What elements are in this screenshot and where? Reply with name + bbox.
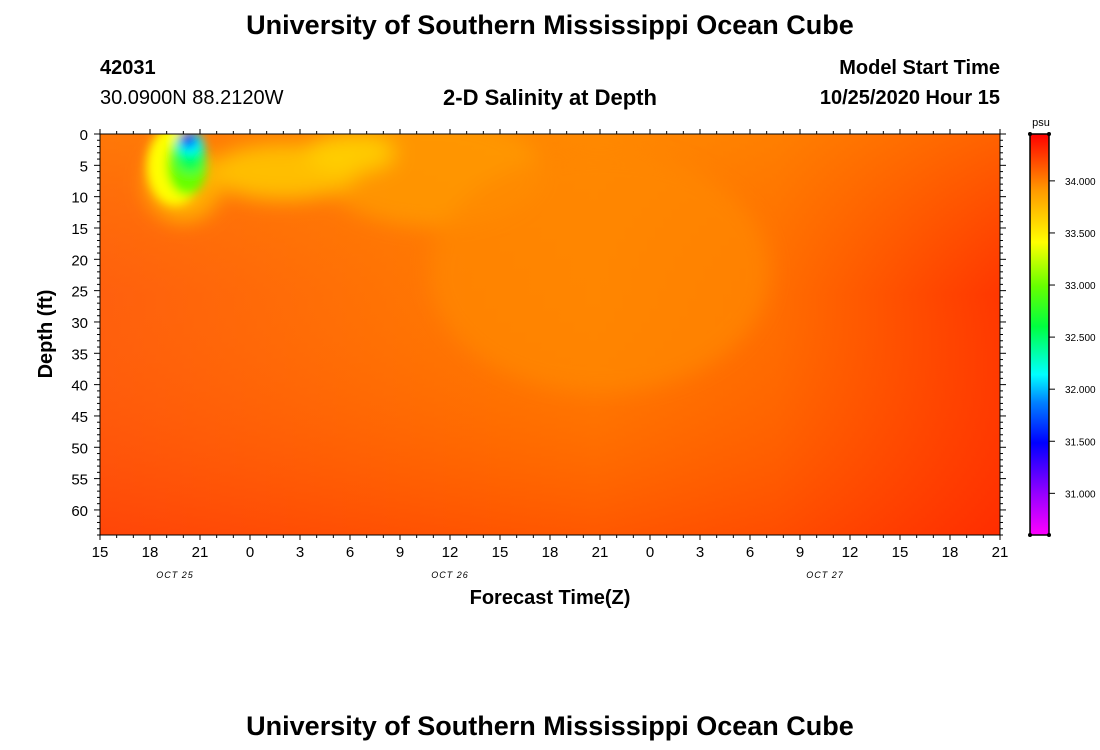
x-date-label: OCT 25 — [156, 570, 194, 580]
footer-title: University of Southern Mississippi Ocean… — [246, 711, 854, 741]
field-fresh-core — [147, 134, 207, 206]
x-date-label: OCT 26 — [431, 570, 469, 580]
colorbar: psu 34.000 33.500 33.000 32.500 32.000 31.500… — [1028, 117, 1096, 537]
colorbar-corner — [1047, 132, 1051, 136]
y-tick-label: 50 — [71, 440, 88, 457]
colorbar-corner — [1028, 533, 1032, 537]
y-tick-label: 60 — [71, 503, 88, 520]
y-tick-label: 55 — [71, 472, 88, 489]
x-tick-label: 18 — [142, 544, 159, 561]
x-tick-label: 0 — [246, 544, 254, 561]
field-blob — [430, 151, 770, 392]
x-date-label: OCT 27 — [806, 570, 844, 580]
colorbar-tick-label: 33.000 — [1065, 281, 1096, 292]
x-tick-label: 15 — [492, 544, 509, 561]
colorbar-corner — [1028, 132, 1032, 136]
y-tick-label: 0 — [80, 127, 88, 144]
field-blob — [305, 134, 395, 173]
x-tick-label: 21 — [592, 544, 609, 561]
x-tick-label: 12 — [442, 544, 459, 561]
colorbar-tick-label: 32.500 — [1065, 333, 1096, 344]
x-axis: 15 18 21 0 3 6 9 12 15 18 21 0 3 6 9 12 15 18 21 OCT 25 OCT … — [92, 129, 1009, 580]
y-tick-label: 30 — [71, 315, 88, 332]
x-tick-label: 6 — [346, 544, 354, 561]
x-tick-label: 21 — [192, 544, 209, 561]
x-tick-label: 3 — [696, 544, 704, 561]
x-tick-label: 6 — [746, 544, 754, 561]
y-tick-label: 40 — [71, 378, 88, 395]
y-tick-label: 10 — [71, 190, 88, 207]
x-tick-label: 12 — [842, 544, 859, 561]
colorbar-tick-label: 32.000 — [1065, 385, 1096, 396]
colorbar-scale — [1029, 133, 1050, 536]
page-title: University of Southern Mississippi Ocean… — [246, 10, 854, 40]
salinity-field — [100, 134, 1000, 535]
y-tick-label: 25 — [71, 284, 88, 301]
y-tick-label: 20 — [71, 252, 88, 269]
x-tick-label: 15 — [92, 544, 109, 561]
station-coords: 30.0900N 88.2120W — [100, 87, 284, 109]
colorbar-corner — [1047, 533, 1051, 537]
plot-title: 2-D Salinity at Depth — [443, 85, 657, 110]
colorbar-tick-label: 31.000 — [1065, 489, 1096, 500]
x-tick-label: 9 — [796, 544, 804, 561]
y-tick-label: 45 — [71, 409, 88, 426]
model-start-value: 10/25/2020 Hour 15 — [819, 87, 1000, 109]
colorbar-unit: psu — [1032, 117, 1050, 129]
x-tick-label: 15 — [892, 544, 909, 561]
model-start-label: Model Start Time — [839, 57, 1000, 79]
y-tick-label: 35 — [71, 346, 88, 363]
y-axis: 0 5 10 15 20 25 30 35 40 45 50 55 60 — [71, 127, 1006, 536]
y-axis-label: Depth (ft) — [35, 290, 57, 379]
x-tick-label: 0 — [646, 544, 654, 561]
station-id: 42031 — [100, 57, 156, 79]
field-blob — [180, 134, 193, 142]
y-tick-label: 15 — [71, 221, 88, 238]
y-tick-label: 5 — [80, 158, 88, 175]
colorbar-tick-label: 34.000 — [1065, 177, 1096, 188]
x-tick-label: 9 — [396, 544, 404, 561]
x-tick-label: 18 — [542, 544, 559, 561]
x-tick-label: 3 — [296, 544, 304, 561]
x-tick-label: 18 — [942, 544, 959, 561]
x-axis-label: Forecast Time(Z) — [470, 587, 631, 609]
colorbar-tick-label: 33.500 — [1065, 229, 1096, 240]
x-tick-label: 21 — [992, 544, 1009, 561]
colorbar-tick-label: 31.500 — [1065, 437, 1096, 448]
